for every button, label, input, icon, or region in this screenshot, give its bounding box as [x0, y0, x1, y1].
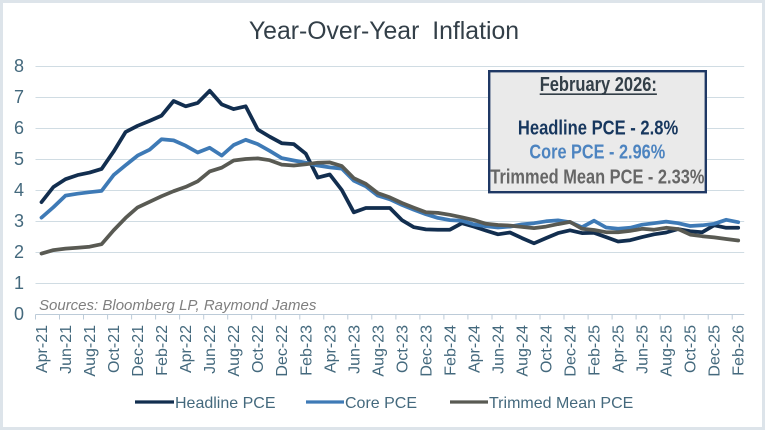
svg-text:Dec-24: Dec-24	[563, 325, 580, 377]
svg-text:Oct-23: Oct-23	[394, 325, 411, 373]
svg-text:Aug-23: Aug-23	[370, 325, 387, 377]
svg-text:Feb-23: Feb-23	[298, 325, 315, 376]
svg-text:Headline PCE: Headline PCE	[175, 395, 276, 412]
svg-text:Feb-26: Feb-26	[731, 325, 748, 376]
svg-text:5: 5	[14, 149, 24, 169]
svg-text:Aug-25: Aug-25	[659, 325, 676, 377]
svg-text:Trimmed Mean PCE: Trimmed Mean PCE	[489, 395, 633, 412]
svg-text:Jun-25: Jun-25	[635, 325, 652, 374]
svg-text:Jun-22: Jun-22	[202, 325, 219, 374]
svg-text:Feb-22: Feb-22	[154, 325, 171, 376]
svg-text:Apr-22: Apr-22	[178, 325, 195, 373]
svg-text:Apr-24: Apr-24	[466, 325, 483, 373]
svg-text:Trimmed Mean PCE - 2.33%: Trimmed Mean PCE - 2.33%	[490, 166, 704, 188]
svg-text:Aug-22: Aug-22	[226, 325, 243, 377]
svg-text:Jun-23: Jun-23	[346, 325, 363, 374]
svg-text:4: 4	[14, 180, 24, 200]
svg-text:2: 2	[14, 242, 24, 262]
svg-text:Jun-24: Jun-24	[491, 325, 508, 374]
svg-text:0: 0	[14, 304, 24, 324]
svg-text:Dec-25: Dec-25	[707, 325, 724, 377]
svg-text:Headline PCE - 2.8%: Headline PCE - 2.8%	[518, 118, 678, 140]
svg-text:Apr-25: Apr-25	[611, 325, 628, 373]
svg-text:Dec-22: Dec-22	[274, 325, 291, 377]
svg-text:Feb-24: Feb-24	[442, 325, 459, 376]
svg-text:6: 6	[14, 118, 24, 138]
svg-text:Oct-22: Oct-22	[250, 325, 267, 373]
svg-text:Oct-24: Oct-24	[539, 325, 556, 373]
svg-text:Core PCE - 2.96%: Core PCE - 2.96%	[529, 142, 665, 164]
svg-text:8: 8	[14, 56, 24, 76]
svg-text:7: 7	[14, 87, 24, 107]
svg-text:Apr-23: Apr-23	[322, 325, 339, 373]
svg-text:3: 3	[14, 211, 24, 231]
svg-text:Feb-25: Feb-25	[587, 325, 604, 376]
svg-text:Aug-24: Aug-24	[515, 325, 532, 377]
svg-text:Apr-21: Apr-21	[34, 325, 51, 373]
svg-text:Core PCE: Core PCE	[345, 395, 417, 412]
svg-text:Aug-21: Aug-21	[82, 325, 99, 377]
svg-text:Year-Over-Year Inflation: Year-Over-Year Inflation	[249, 18, 519, 45]
svg-text:Sources: Bloomberg LP, Raymond: Sources: Bloomberg LP, Raymond James	[39, 297, 317, 314]
svg-text:Jun-21: Jun-21	[58, 325, 75, 374]
svg-text:Dec-23: Dec-23	[418, 325, 435, 377]
svg-text:Oct-25: Oct-25	[683, 325, 700, 373]
svg-text:Oct-21: Oct-21	[106, 325, 123, 373]
svg-text:Dec-21: Dec-21	[130, 325, 147, 377]
svg-text:February 2026:: February 2026:	[540, 74, 657, 96]
svg-text:1: 1	[14, 273, 24, 293]
